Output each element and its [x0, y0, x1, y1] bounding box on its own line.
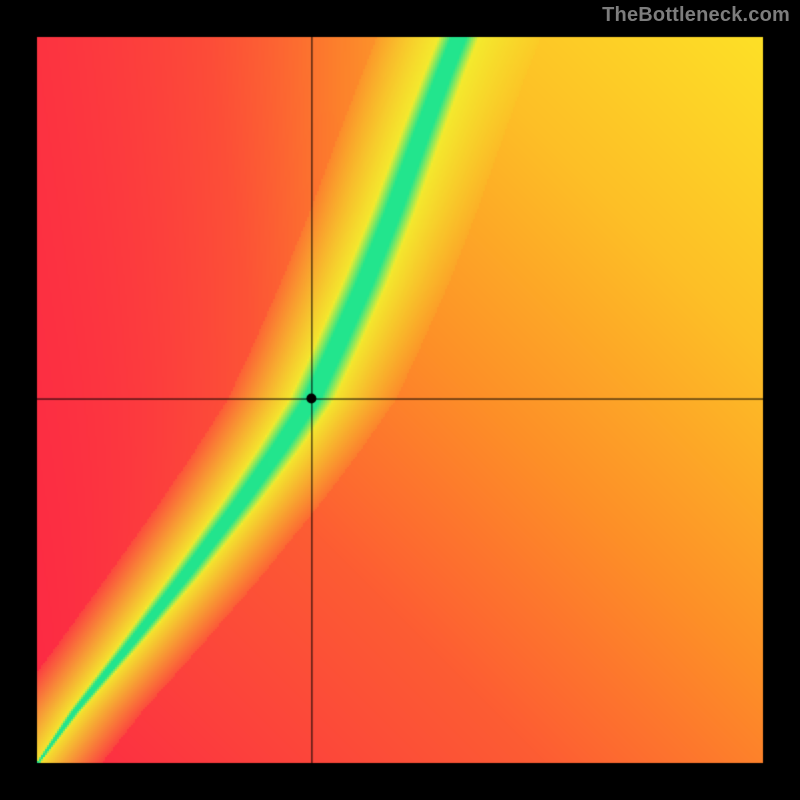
heatmap-canvas [0, 0, 800, 800]
watermark-text: TheBottleneck.com [602, 4, 790, 27]
chart-wrap: TheBottleneck.com [0, 0, 800, 800]
